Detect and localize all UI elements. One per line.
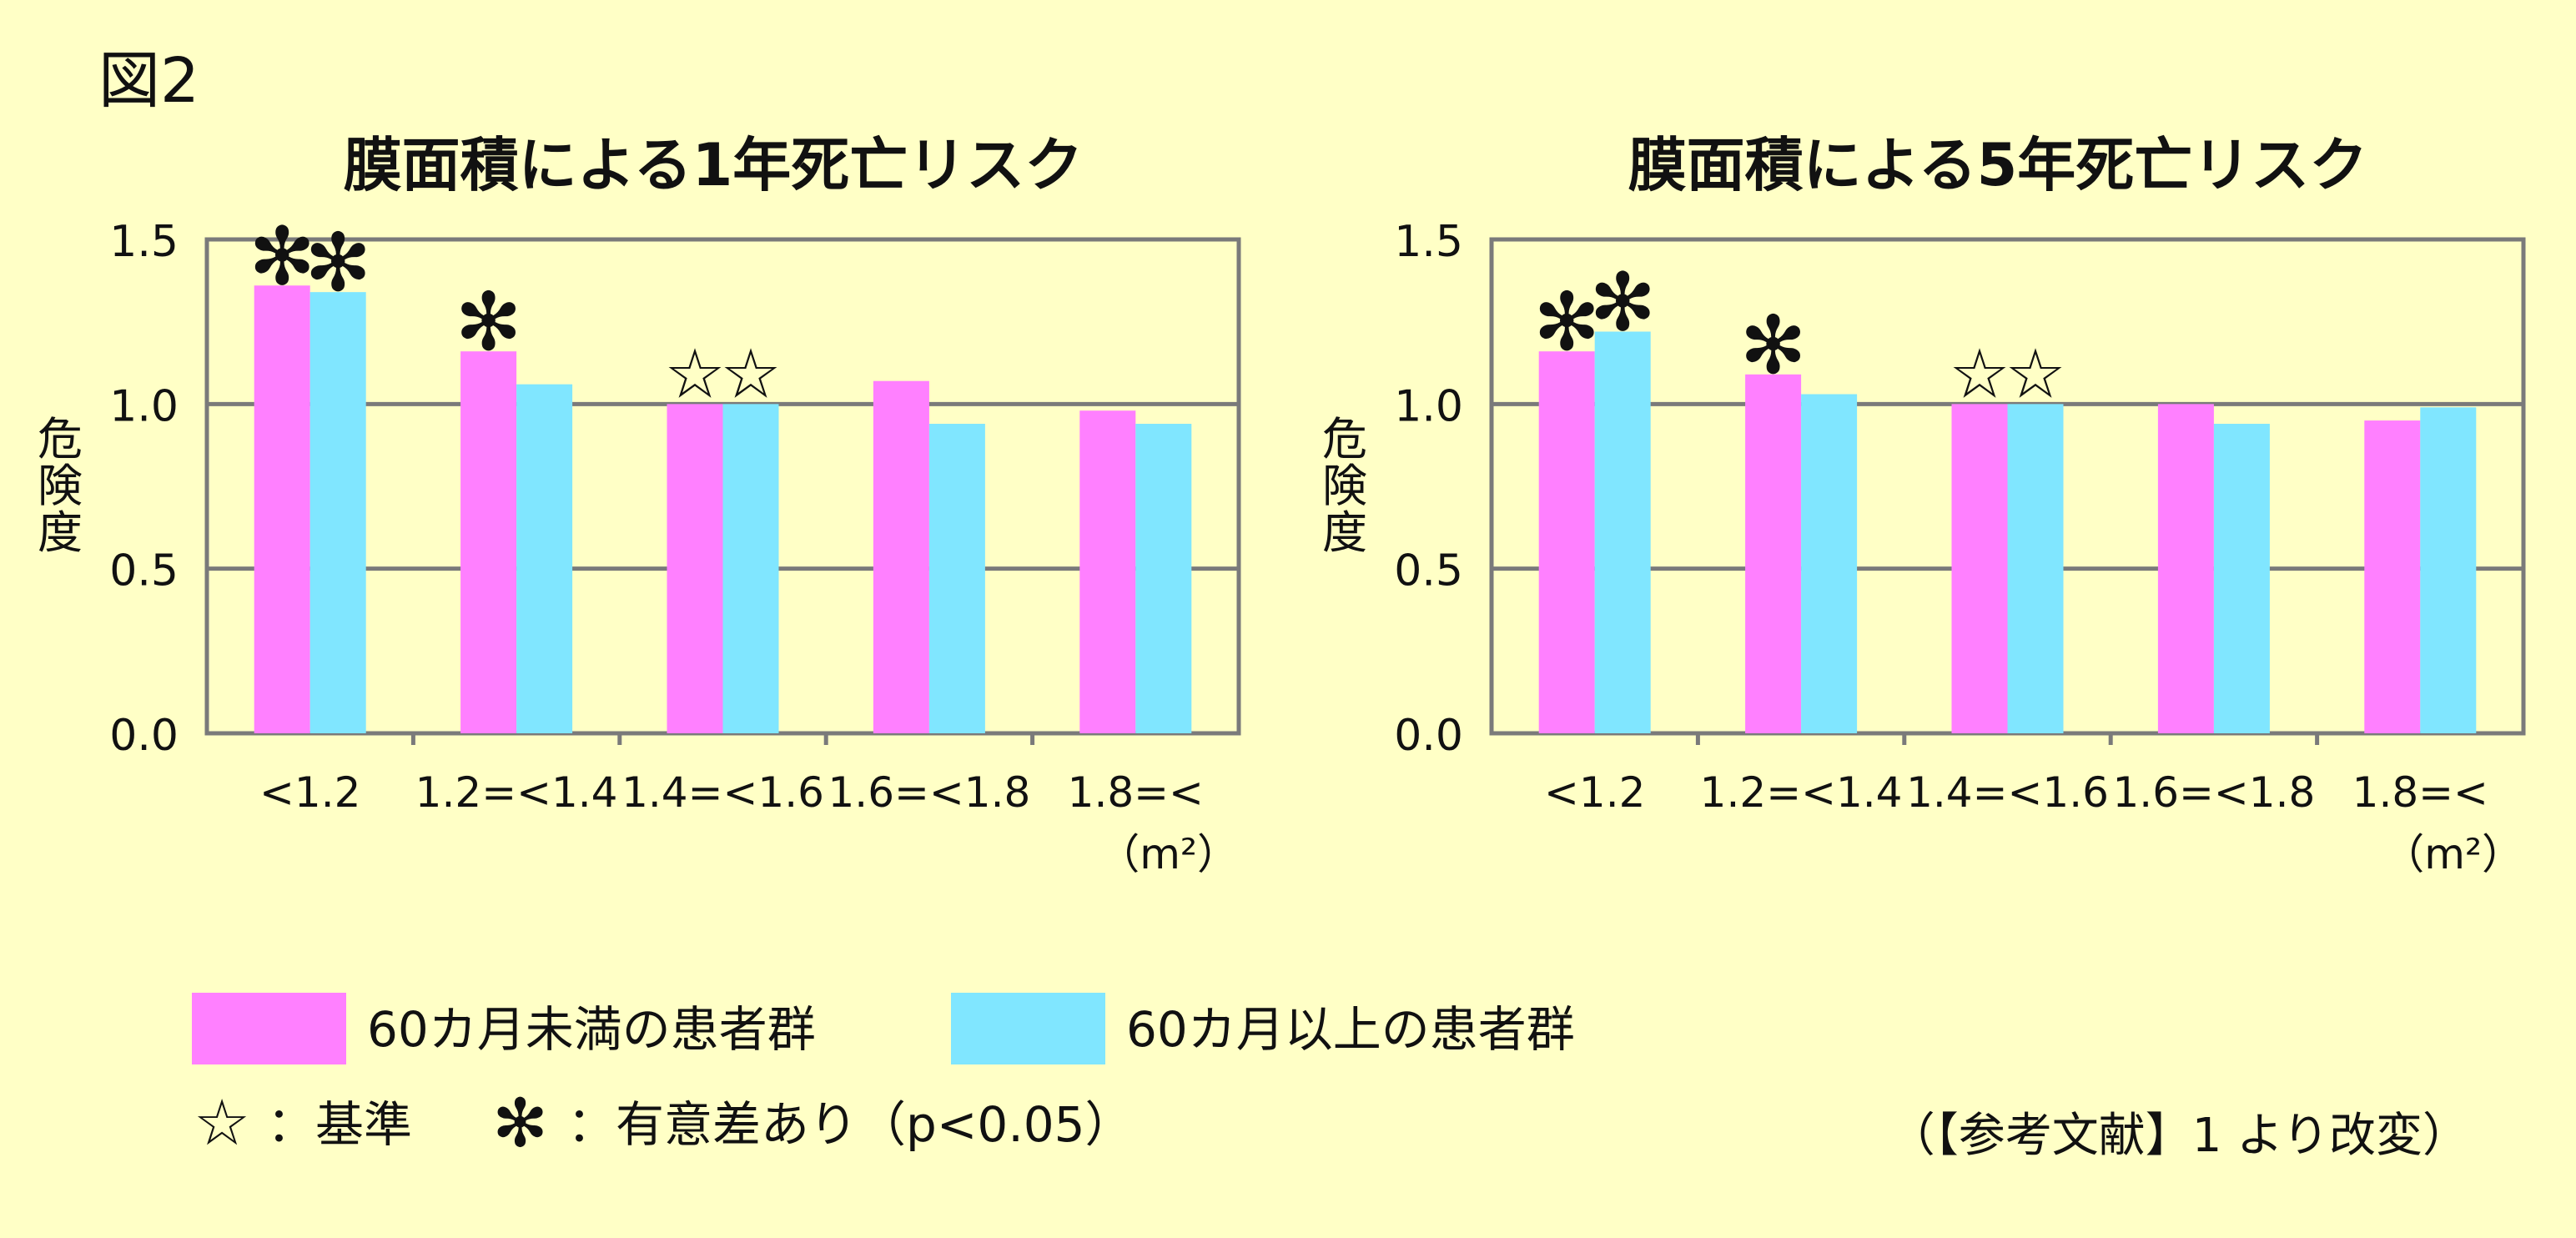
reference-star-mark: ☆ bbox=[1949, 335, 2010, 414]
x-tick-label: <1.2 bbox=[1544, 768, 1645, 817]
figure-label: 図2 bbox=[98, 45, 199, 117]
bar-lt60 bbox=[1745, 374, 1802, 733]
bar-lt60 bbox=[1079, 410, 1136, 733]
bar-ge60 bbox=[928, 424, 985, 733]
x-unit-label: （m²） bbox=[2382, 830, 2523, 878]
y-axis-label-char: 危 bbox=[1322, 413, 1367, 466]
x-tick-label: 1.6=<1.8 bbox=[828, 768, 1030, 817]
y-tick-label: 0.5 bbox=[109, 546, 179, 596]
y-axis-label-char: 度 bbox=[1322, 506, 1367, 559]
x-tick-label: 1.2=<1.4 bbox=[415, 768, 618, 817]
chart-title: 膜面積による5年死亡リスク bbox=[1628, 131, 2368, 199]
chart-title: 膜面積による1年死亡リスク bbox=[344, 131, 1084, 199]
significance-asterisk-mark: ✻ bbox=[1739, 299, 1806, 392]
bar-ge60 bbox=[2420, 407, 2477, 733]
y-tick-label: 1.0 bbox=[1394, 381, 1463, 431]
bar-ge60 bbox=[1801, 394, 1858, 733]
y-tick-label: 1.0 bbox=[109, 381, 179, 431]
x-tick-label: 1.8=< bbox=[1068, 768, 1204, 817]
x-tick-label: 1.4=<1.6 bbox=[1906, 768, 2109, 817]
x-tick-label: <1.2 bbox=[259, 768, 360, 817]
x-tick-label: 1.2=<1.4 bbox=[1700, 768, 1903, 817]
bar-lt60 bbox=[2157, 404, 2214, 733]
bar-lt60 bbox=[667, 404, 723, 733]
bar-ge60 bbox=[309, 292, 366, 733]
bar-ge60 bbox=[722, 404, 779, 733]
bar-ge60 bbox=[1594, 331, 1651, 733]
bar-lt60 bbox=[254, 285, 310, 734]
reference-star-mark: ☆ bbox=[720, 335, 782, 414]
legend-label-lt60: 60カ月未満の患者群 bbox=[367, 1001, 816, 1058]
significance-asterisk-mark: ✻ bbox=[249, 209, 315, 303]
y-axis-label-char: 険 bbox=[38, 460, 83, 512]
star-symbol: ☆ bbox=[194, 1085, 250, 1160]
legend-swatch-lt60 bbox=[192, 993, 346, 1064]
bar-ge60 bbox=[2007, 404, 2064, 733]
y-tick-label: 1.5 bbox=[1394, 217, 1463, 267]
x-tick-label: 1.8=< bbox=[2352, 768, 2488, 817]
reference-star-mark: ☆ bbox=[664, 335, 726, 414]
y-tick-label: 0.5 bbox=[1394, 546, 1463, 596]
reference-star-mark: ☆ bbox=[2005, 335, 2066, 414]
star-note: ：基準 bbox=[267, 1096, 412, 1153]
bar-ge60 bbox=[516, 384, 573, 733]
source-note: （【参考文献】1 より改変） bbox=[1889, 1109, 2469, 1163]
legend-swatch-ge60 bbox=[951, 993, 1105, 1064]
bar-lt60 bbox=[460, 351, 517, 733]
legend: 60カ月未満の患者群 60カ月以上の患者群 ☆ ：基準 ✻ ：有意差あり（p<0… bbox=[192, 993, 2469, 1163]
y-axis-label-char: 険 bbox=[1322, 460, 1367, 512]
asterisk-note: ：有意差あり（p<0.05） bbox=[567, 1096, 1134, 1153]
y-tick-label: 1.5 bbox=[109, 217, 179, 267]
legend-label-ge60: 60カ月以上の患者群 bbox=[1126, 1001, 1575, 1058]
bar-lt60 bbox=[2364, 420, 2421, 733]
bar-lt60 bbox=[873, 380, 929, 733]
asterisk-symbol: ✻ bbox=[492, 1085, 548, 1162]
bar-ge60 bbox=[2213, 424, 2270, 733]
x-unit-label: （m²） bbox=[1098, 830, 1239, 878]
significance-asterisk-mark: ✻ bbox=[1589, 256, 1656, 350]
y-axis-label-char: 危 bbox=[38, 413, 83, 466]
x-tick-label: 1.6=<1.8 bbox=[2112, 768, 2315, 817]
bar-lt60 bbox=[1951, 404, 2008, 733]
chart-1yr-mortality: 膜面積による1年死亡リスク 0.00.51.01.5危険度✻✻<1.2✻1.2=… bbox=[38, 131, 1241, 878]
significance-asterisk-mark: ✻ bbox=[304, 216, 371, 310]
x-tick-label: 1.4=<1.6 bbox=[621, 768, 824, 817]
bar-ge60 bbox=[1135, 424, 1192, 733]
y-tick-label: 0.0 bbox=[1394, 711, 1463, 761]
chart-5yr-mortality: 膜面積による5年死亡リスク 0.00.51.01.5危険度✻✻<1.2✻1.2=… bbox=[1322, 131, 2526, 878]
bar-lt60 bbox=[1538, 351, 1595, 733]
y-tick-label: 0.0 bbox=[109, 711, 179, 761]
y-axis-label-char: 度 bbox=[38, 506, 83, 559]
significance-asterisk-mark: ✻ bbox=[455, 275, 521, 369]
significance-asterisk-mark: ✻ bbox=[1533, 275, 1600, 369]
